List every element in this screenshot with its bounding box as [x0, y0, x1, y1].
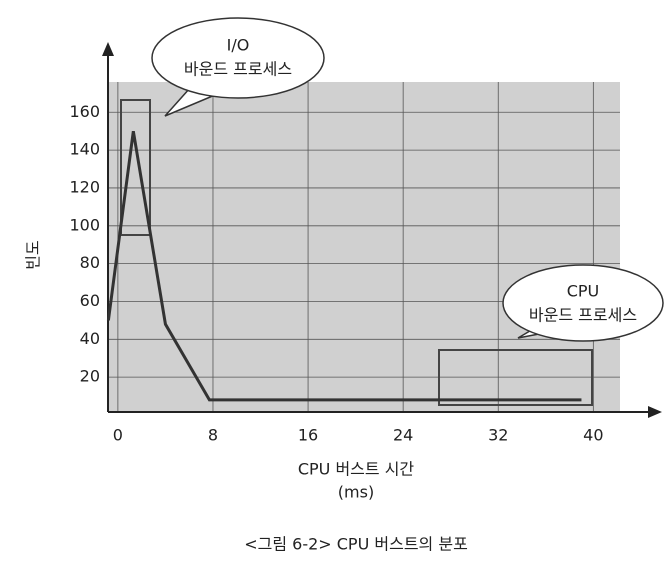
x-tick-label: 40 [583, 426, 603, 445]
x-tick-label: 8 [208, 426, 218, 445]
y-tick-label: 80 [80, 253, 100, 272]
cpu-box [438, 349, 593, 406]
bubble [151, 17, 325, 99]
caption: <그림 6-2> CPU 버스트의 분포 [244, 535, 468, 554]
y-tick-label: 60 [80, 291, 100, 310]
x-tick-label: 24 [393, 426, 413, 445]
y-tick-label: 20 [80, 367, 100, 386]
y-tick-label: 120 [69, 177, 100, 196]
bubble [502, 264, 664, 342]
y-tick-label: 160 [69, 102, 100, 121]
y-tick-label: 100 [69, 215, 100, 234]
x-axis-label: CPU 버스트 시간 [298, 460, 415, 479]
annotation: CPU [567, 282, 600, 301]
annotation: I/O [227, 36, 250, 55]
x-axis-unit: (ms) [338, 483, 374, 502]
y-axis-label: 빈도 [24, 240, 43, 269]
x-tick-label: 32 [488, 426, 508, 445]
annotation: 바운드 프로세스 [184, 60, 292, 79]
annotation: 바운드 프로세스 [529, 306, 637, 325]
plot-area [108, 82, 620, 412]
y-tick-label: 40 [80, 329, 100, 348]
x-arrow [648, 406, 662, 418]
io-box [120, 99, 151, 236]
data-line [106, 130, 582, 402]
y-tick-label: 140 [69, 140, 100, 159]
y-arrow [102, 42, 114, 56]
x-tick-label: 0 [113, 426, 123, 445]
x-tick-label: 16 [298, 426, 318, 445]
